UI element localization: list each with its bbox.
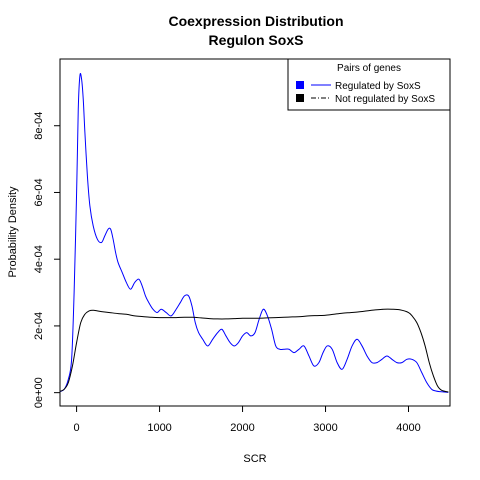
y-tick-label: 0e+00	[33, 377, 45, 408]
x-tick-label: 4000	[396, 422, 420, 434]
x-tick-label: 0	[74, 422, 80, 434]
x-axis-label: SCR	[243, 453, 266, 465]
x-tick-label: 3000	[313, 422, 337, 434]
plot-frame	[59, 58, 451, 407]
legend-title: Pairs of genes	[337, 63, 401, 74]
series-line-regulated	[60, 73, 449, 393]
legend-label-not-regulated: Not regulated by SoxS	[335, 94, 435, 105]
chart-subtitle: Regulon SoxS	[209, 32, 304, 48]
series-layer	[60, 73, 449, 393]
legend: Pairs of genes Regulated by SoxS Not reg…	[287, 58, 451, 111]
y-tick-label: 4e-04	[33, 245, 45, 273]
y-axis-label: Probability Density	[7, 186, 19, 278]
x-tick-label: 1000	[147, 422, 171, 434]
y-tick-label: 6e-04	[33, 178, 45, 206]
chart-title: Coexpression Distribution	[168, 13, 343, 29]
y-tick-label: 8e-04	[33, 112, 45, 140]
series-line-not-regulated	[60, 308, 449, 393]
x-axis: 0 1000 2000 3000 4000	[74, 406, 421, 434]
x-tick-label: 2000	[230, 422, 254, 434]
legend-label-regulated: Regulated by SoxS	[335, 81, 421, 92]
y-axis: 0e+00 2e-04 4e-04 6e-04 8e-04	[33, 112, 60, 408]
legend-swatch-regulated	[296, 81, 304, 89]
plot-area	[59, 58, 451, 407]
legend-swatch-not-regulated	[296, 94, 304, 102]
y-tick-label: 2e-04	[33, 312, 45, 340]
